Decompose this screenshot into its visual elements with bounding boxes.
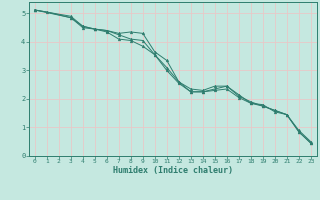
X-axis label: Humidex (Indice chaleur): Humidex (Indice chaleur) <box>113 166 233 175</box>
